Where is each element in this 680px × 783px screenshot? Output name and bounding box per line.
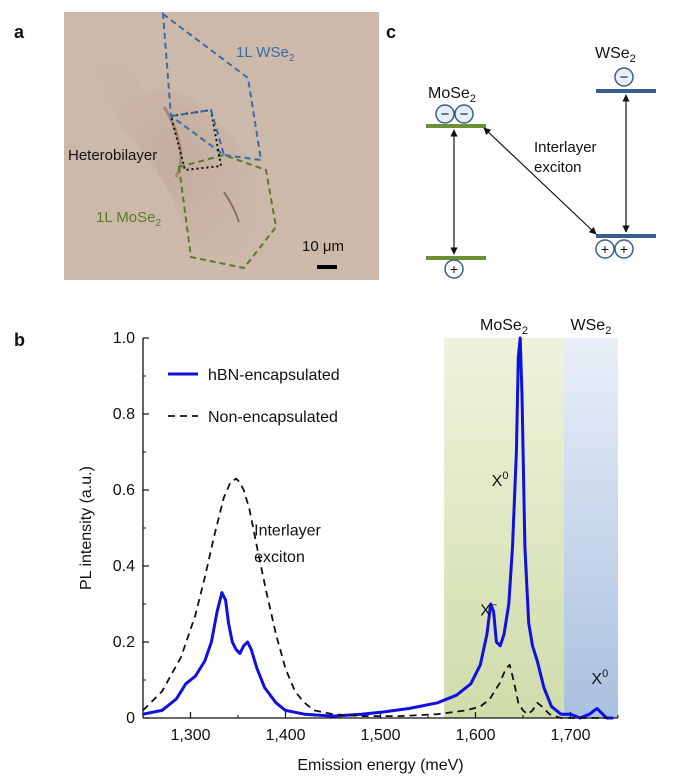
flake-speck [223, 191, 240, 223]
interlayer-label-1: Interlayer [534, 139, 597, 156]
mose2-valence-band [426, 256, 486, 260]
mose2-electron-1: − [435, 104, 455, 124]
micrograph-panel: 1L WSe2 Heterobilayer 1L MoSe2 10 μm [64, 12, 379, 280]
mose2-conduction-band [426, 124, 486, 128]
interlayer-label-2: exciton [534, 159, 582, 176]
y-tick-label: 1.0 [113, 330, 135, 347]
shaded-region-label-0: MoSe2 [480, 317, 528, 337]
annotation-2: X0 [591, 668, 608, 688]
shaded-region-1 [563, 338, 618, 718]
y-tick-label: 0.6 [113, 482, 135, 499]
shaded-region-label-1: WSe2 [571, 317, 612, 337]
y-axis-label: PL intensity (a.u.) [78, 466, 95, 590]
annotation-0: X0 [492, 470, 509, 490]
heterobilayer-label: Heterobilayer [68, 147, 158, 164]
svg-text:−: − [620, 69, 629, 86]
mose2-title: MoSe2 [428, 85, 476, 105]
x-tick-label: 1,300 [170, 727, 210, 744]
wse2-flake-label: 1L WSe2 [236, 44, 295, 64]
wse2-hole-1: + [595, 239, 615, 259]
scale-bar [317, 265, 337, 269]
annotation-1: X− [480, 599, 497, 619]
flake-shape [94, 60, 258, 262]
mose2-electron-2: − [454, 104, 474, 124]
series-line-0 [142, 336, 614, 720]
panel-label-b: b [14, 330, 25, 350]
svg-text:+: + [620, 241, 628, 257]
x-tick-label: 1,500 [360, 727, 400, 744]
svg-text:+: + [450, 261, 458, 277]
legend-label-0: hBN-encapsulated [208, 367, 340, 384]
x-tick-label: 1,700 [550, 727, 590, 744]
heterobilayer-overlap-blue [170, 108, 225, 156]
mose2-flake-label: 1L MoSe2 [96, 209, 162, 229]
wse2-valence-band [596, 234, 656, 238]
y-tick-label: 0.2 [113, 634, 135, 651]
panel-label-c: c [386, 22, 397, 42]
micrograph-drawing [64, 12, 379, 280]
heterobilayer-outline [169, 108, 223, 172]
wse2-title: WSe2 [595, 45, 636, 65]
interlayer-arrow [483, 127, 597, 235]
x-tick-label: 1,600 [455, 727, 495, 744]
annotation-3: Interlayer [254, 523, 321, 540]
shaded-region-0 [444, 338, 564, 718]
y-tick-label: 0.4 [113, 558, 135, 575]
svg-text:−: − [441, 106, 450, 123]
scale-bar-label: 10 μm [302, 238, 344, 255]
mose2-hole: + [444, 259, 464, 279]
legend-label-1: Non-encapsulated [208, 409, 338, 426]
band-diagram: MoSe2 WSe2 Interlayer exciton − − − + + … [426, 45, 656, 279]
panel-label-a: a [14, 22, 25, 42]
x-axis-label: Emission energy (meV) [297, 757, 463, 774]
y-tick-label: 0 [126, 710, 135, 727]
series-line-1 [142, 477, 609, 719]
svg-text:+: + [601, 241, 609, 257]
wse2-electron: − [614, 67, 634, 87]
mose2-outline [177, 153, 278, 270]
wse2-hole-2: + [614, 239, 634, 259]
y-tick-label: 0.8 [113, 406, 135, 423]
wse2-conduction-band [596, 89, 656, 93]
x-tick-label: 1,400 [265, 727, 305, 744]
svg-text:−: − [460, 106, 469, 123]
pl-spectrum-chart: MoSe2 WSe2 0 0.2 0.4 0.6 0.8 1.0 1,300 1,400 1,500… [78, 317, 619, 774]
annotation-4: exciton [254, 549, 305, 566]
